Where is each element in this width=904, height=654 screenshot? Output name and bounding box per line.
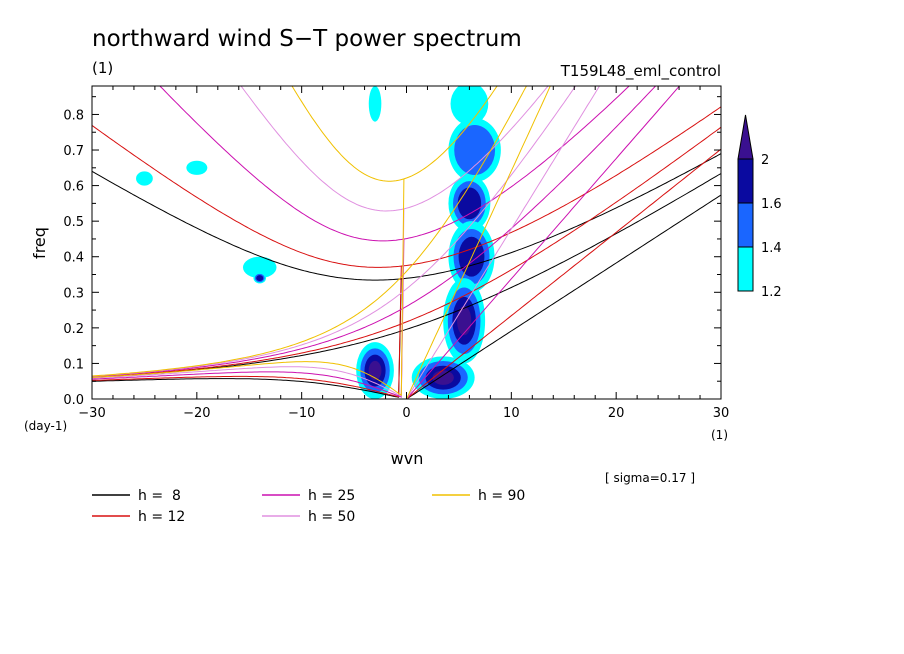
colorbar-label: 2	[761, 153, 769, 168]
y-axis-unit: (day-1)	[24, 419, 67, 433]
curve-h8-igw1	[92, 153, 721, 281]
curve-h50-igw1	[240, 86, 549, 212]
x-tick-label: 20	[608, 406, 625, 421]
signal-blob-4-level-3	[457, 306, 472, 336]
legend-label-h50: h = 50	[308, 509, 355, 525]
x-tick-label: 30	[713, 406, 730, 421]
y-tick-label: 0.0	[63, 393, 84, 408]
signal-blob-5-level-3	[432, 370, 454, 385]
signal-blob-1-level-1	[454, 125, 496, 175]
x-tick-label: 10	[503, 406, 520, 421]
dispersion-curves	[92, 86, 721, 399]
x-axis-label: wvn	[391, 449, 424, 468]
colorbar-segment-2	[737, 158, 754, 204]
signal-contours	[136, 86, 501, 399]
curve-h50-mrg	[92, 86, 577, 377]
signal-blob-2-level-2	[457, 187, 482, 220]
y-axis: 0.0 0.1 0.2 0.3 0.4 0.5 0.6 0.7 0.8	[63, 96, 721, 408]
y-tick-label: 0.5	[63, 215, 84, 230]
legend-label-h12: h = 12	[138, 509, 185, 525]
legend-label-h8: h = 8	[138, 488, 181, 504]
plot-area	[92, 86, 721, 399]
legend-label-h90: h = 90	[478, 488, 525, 504]
curve-h12-igw1	[92, 106, 721, 268]
x-tick-label: −20	[183, 406, 210, 421]
colorbar-label: 1.6	[761, 197, 782, 212]
curve-h8-kelvin	[406, 194, 721, 399]
colorbar-segment-0	[737, 246, 754, 292]
curve-h50-kelvin	[406, 86, 601, 399]
curve-h25-rossby1	[92, 238, 405, 398]
colorbar-segment-1	[737, 202, 754, 248]
chart-subtitle-left: (1)	[92, 59, 113, 77]
colorbar-label: 1.2	[761, 285, 782, 300]
y-tick-label: 0.1	[63, 357, 84, 372]
curve-h90-kelvin	[406, 86, 551, 399]
x-axis: −30 −20 −10 0 10 20 30	[78, 86, 729, 421]
curve-h25-igw1	[159, 86, 630, 242]
y-tick-label: 0.2	[63, 322, 84, 337]
curve-h90-rossby1	[92, 178, 405, 397]
y-tick-label: 0.4	[63, 251, 84, 266]
curve-h12-mrg	[92, 126, 721, 378]
y-axis-label: freq	[30, 227, 49, 259]
signal-blob-6-level-3	[368, 360, 382, 381]
x-axis-unit: (1)	[711, 428, 728, 442]
y-tick-label: 0.8	[63, 108, 84, 123]
y-tick-label: 0.7	[63, 144, 84, 159]
plot-frame	[91, 85, 722, 400]
y-tick-label: 0.6	[63, 180, 84, 195]
y-tick-label: 0.3	[63, 286, 84, 301]
curve-h8-rossby1	[92, 278, 404, 398]
signal-blob-8-level-2	[256, 275, 264, 282]
curve-h25-mrg	[92, 86, 657, 378]
signal-blob-7-level-0	[242, 256, 277, 279]
colorbar: 1.2 1.4 1.6 2	[737, 114, 782, 300]
sigma-note: [ sigma=0.17 ]	[605, 471, 695, 485]
curve-h8-mrg	[92, 173, 721, 378]
signal-blob-0-level-0	[450, 86, 489, 126]
x-tick-label: −30	[78, 406, 105, 421]
colorbar-label: 1.4	[761, 241, 782, 256]
curve-h90-mrg	[92, 86, 528, 377]
chart-title: northward wind S−T power spectrum	[92, 26, 522, 52]
curve-h12-rossby1	[92, 265, 404, 398]
curve-h25-kelvin	[406, 86, 681, 399]
chart-subtitle-right: T159L48_eml_control	[560, 62, 721, 81]
curve-h12-kelvin	[406, 148, 721, 399]
curve-h50-rossby1	[92, 208, 405, 398]
signal-blob-9-level-0	[186, 160, 208, 175]
legend-label-h25: h = 25	[308, 488, 355, 504]
x-tick-label: 0	[402, 406, 410, 421]
colorbar-top-triangle	[737, 114, 754, 160]
signal-blob-11-level-0	[368, 86, 382, 122]
legend: h = 8 h = 12 h = 25 h = 50 h = 90	[92, 488, 525, 525]
signal-blob-10-level-0	[136, 171, 153, 186]
curve-h90-igw1	[291, 86, 498, 182]
x-tick-label: −10	[288, 406, 315, 421]
